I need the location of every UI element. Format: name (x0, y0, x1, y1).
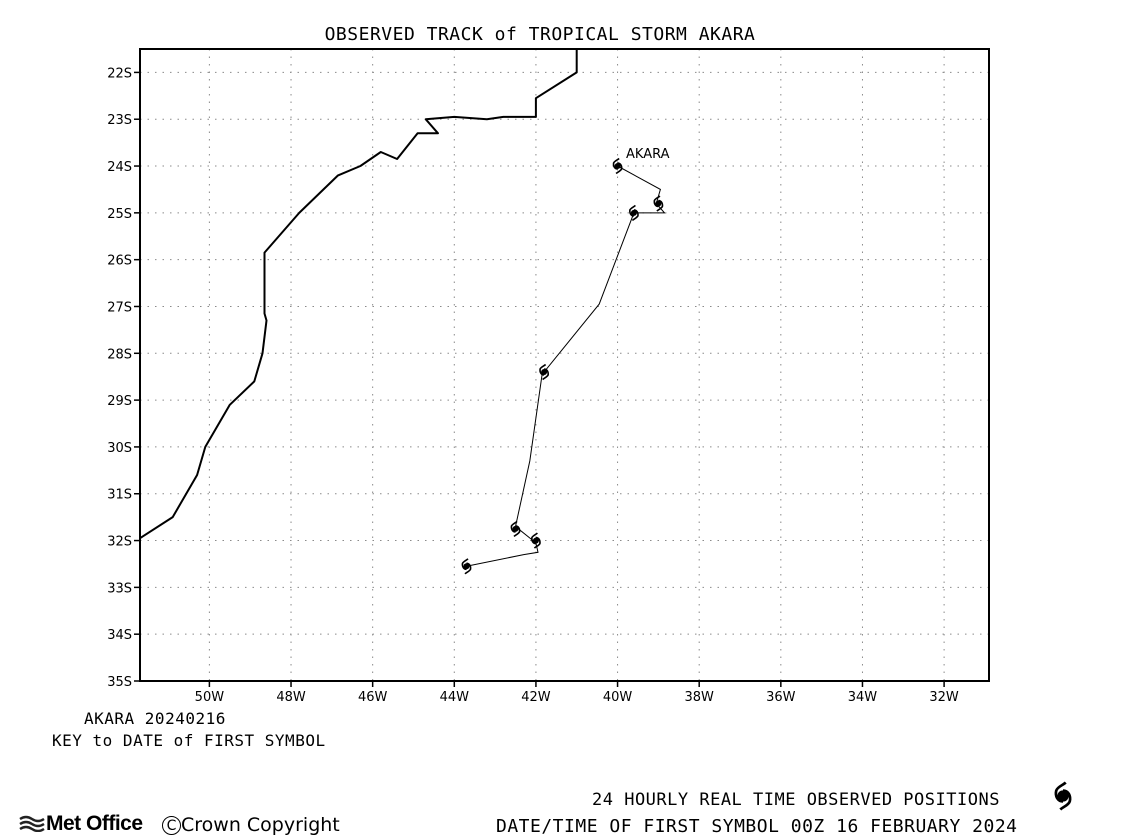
cyclone-icon (1054, 781, 1072, 811)
storm-position-symbol (629, 204, 639, 222)
lon-tick-label: 34W (848, 690, 878, 705)
storm-position-symbol (510, 520, 521, 538)
coastline-path (139, 49, 578, 540)
copyright-text: Crown Copyright (181, 814, 340, 836)
lat-tick-label: 33S (107, 581, 132, 596)
storm-date-key: AKARA 20240216 (84, 709, 226, 728)
lat-tick-label: 25S (107, 207, 132, 222)
coastline (139, 49, 578, 540)
lon-tick-label: 42W (521, 690, 551, 705)
lat-tick-label: 23S (107, 113, 132, 128)
lat-tick-label: 32S (107, 535, 132, 550)
axis-ticks: 22S 23S 24S 25S 26S 27S 28S 29S 30S 31S 32S 33S 34S 3… (107, 66, 959, 705)
storm-name-label: AKARA (626, 147, 670, 162)
lat-tick-label: 35S (107, 675, 132, 690)
lon-tick-label: 40W (603, 690, 633, 705)
first-symbol-caption: DATE/TIME OF FIRST SYMBOL 00Z 16 FEBRUAR… (496, 816, 1018, 837)
lon-tick-label: 36W (766, 690, 796, 705)
track-line (466, 165, 666, 567)
storm-track (466, 165, 666, 567)
positions-caption: 24 HOURLY REAL TIME OBSERVED POSITIONS (592, 790, 1000, 810)
storm-position-symbol (612, 157, 623, 175)
lat-tick-label: 31S (107, 488, 132, 503)
storm-position-symbol (461, 558, 472, 575)
lat-tick-label: 22S (107, 66, 132, 81)
map-frame (139, 48, 990, 682)
lon-tick-label: 32W (929, 690, 959, 705)
lat-tick-label: 28S (107, 347, 132, 362)
storm-position-symbol (531, 532, 541, 549)
lon-tick-label: 46W (358, 690, 388, 705)
lat-tick-label: 34S (107, 628, 132, 643)
met-office-brand: Met Office (46, 812, 143, 835)
storm-position-symbol (539, 363, 549, 381)
met-office-wave-icon (19, 815, 45, 833)
lat-tick-label: 30S (107, 441, 132, 456)
lon-tick-label: 50W (195, 690, 225, 705)
key-description: KEY to DATE of FIRST SYMBOL (52, 731, 326, 750)
grid-lines (140, 49, 989, 681)
lon-tick-label: 38W (684, 690, 714, 705)
lat-tick-label: 27S (107, 300, 132, 315)
copyright-notice: C Crown Copyright (162, 814, 340, 836)
lat-tick-label: 29S (107, 394, 132, 409)
map-title: OBSERVED TRACK of TROPICAL STORM AKARA (325, 24, 756, 45)
lon-tick-label: 44W (440, 690, 470, 705)
lat-tick-label: 26S (107, 254, 132, 269)
storm-position-symbol (653, 195, 664, 212)
copyright-icon: C (162, 816, 181, 835)
storm-symbols (461, 157, 664, 575)
met-office-logo: Met Office (18, 812, 143, 836)
lon-tick-label: 48W (276, 690, 306, 705)
lat-tick-label: 24S (107, 160, 132, 175)
